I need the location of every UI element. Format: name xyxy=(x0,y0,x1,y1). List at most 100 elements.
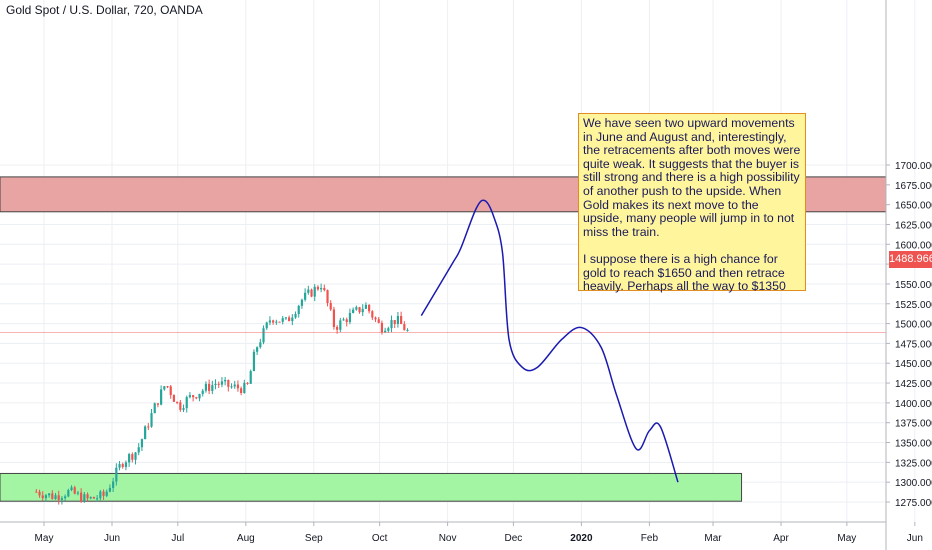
candle-body xyxy=(361,308,364,313)
candle-body xyxy=(38,491,41,496)
candle-body xyxy=(163,386,166,390)
candle-body xyxy=(89,497,92,499)
candle-body xyxy=(80,492,83,502)
candle-body xyxy=(176,401,179,403)
candle-body xyxy=(352,309,355,313)
candle-body xyxy=(403,324,406,331)
last-price-label: 1488.966 xyxy=(889,251,932,268)
candle-body xyxy=(60,498,64,500)
candle-body xyxy=(240,388,243,393)
candle-body xyxy=(153,403,156,414)
candle-body xyxy=(406,329,409,331)
candle-body xyxy=(118,464,121,468)
candle-body xyxy=(288,317,291,322)
price-tick-label: 1475.000 xyxy=(895,339,932,350)
projection-drawing[interactable] xyxy=(420,199,679,483)
candle-body xyxy=(256,347,259,352)
text-note[interactable]: We have seen two upward movements in Jun… xyxy=(578,113,806,293)
candle-body xyxy=(217,383,220,385)
candle-body xyxy=(358,307,361,313)
candle-body xyxy=(236,384,240,389)
time-tick-label: May xyxy=(837,533,856,544)
candle-body xyxy=(390,320,393,329)
time-tick-label: Oct xyxy=(372,533,388,544)
candle-body xyxy=(230,386,233,388)
price-tick-label: 1525.000 xyxy=(895,300,932,311)
candle-body xyxy=(41,495,44,499)
candle-body xyxy=(377,319,380,323)
price-tick-label: 1625.000 xyxy=(895,220,932,231)
candle-body xyxy=(115,467,118,482)
candle-body xyxy=(124,462,128,467)
candle-body xyxy=(112,481,115,488)
candle-body xyxy=(102,491,105,496)
candle-body xyxy=(54,495,57,499)
candle-body xyxy=(348,312,352,323)
candle-body xyxy=(307,289,310,293)
candle-body xyxy=(384,330,387,333)
candle-body xyxy=(339,320,342,330)
time-tick-label: Aug xyxy=(237,533,255,544)
candle-body xyxy=(35,491,38,493)
chart-title: Gold Spot / U.S. Dollar, 720, OANDA xyxy=(6,3,203,17)
candle-body xyxy=(243,382,246,393)
price-axis[interactable]: 1700.000 1675.000 1650.000 1625.000 1600.000… xyxy=(885,0,932,550)
candle-body xyxy=(70,487,73,491)
candle-body xyxy=(147,426,150,428)
candle-body xyxy=(160,389,163,405)
candle-body xyxy=(396,316,400,325)
candle-body xyxy=(313,286,316,297)
candle-body xyxy=(179,402,182,410)
time-tick-label: Jun xyxy=(907,533,923,544)
candle-body xyxy=(64,496,67,499)
candle-body xyxy=(201,390,204,394)
price-tick-label: 1675.000 xyxy=(895,181,932,192)
time-tick-label: Jun xyxy=(104,533,120,544)
candle-body xyxy=(272,320,275,323)
candle-body xyxy=(144,426,147,440)
time-tick-label: Mar xyxy=(704,533,722,544)
support-zone xyxy=(0,472,743,502)
candle-body xyxy=(227,379,230,387)
candle-body xyxy=(105,491,108,496)
candle-body xyxy=(326,290,329,304)
candle-body xyxy=(198,393,201,399)
time-axis[interactable]: May Jun Jul Aug Sep Oct Nov Dec 2020 Feb Mar Apr May… xyxy=(0,521,923,544)
candle-body xyxy=(99,491,102,499)
candle-body xyxy=(137,447,140,453)
candle-body xyxy=(220,381,224,385)
candle-body xyxy=(294,314,297,318)
candle-body xyxy=(371,311,374,318)
candle-body xyxy=(400,316,403,325)
candle-body xyxy=(393,320,396,325)
candle-body xyxy=(380,322,384,333)
candle-body xyxy=(265,322,268,329)
time-tick-label: 2020 xyxy=(570,533,593,544)
price-tick-label: 1450.000 xyxy=(895,359,932,370)
candle-body xyxy=(188,395,192,398)
candle-body xyxy=(345,319,348,323)
candle-body xyxy=(128,454,131,463)
candle-body xyxy=(134,452,137,460)
candle-body xyxy=(316,286,320,290)
candles xyxy=(35,283,409,505)
candle-body xyxy=(73,487,76,494)
candle-body xyxy=(140,439,144,448)
time-tick-label: May xyxy=(35,533,54,544)
candle-body xyxy=(329,303,332,310)
price-tick-label: 1500.000 xyxy=(895,320,932,331)
candle-body xyxy=(156,403,160,405)
candle-body xyxy=(48,493,51,496)
time-tick-label: Feb xyxy=(641,533,659,544)
candle-body xyxy=(281,318,284,322)
price-tick-label: 1300.000 xyxy=(895,478,932,489)
candle-body xyxy=(166,386,169,388)
candle-body xyxy=(51,493,54,499)
candle-body xyxy=(76,492,80,494)
time-tick-label: Sep xyxy=(305,533,323,544)
candle-body xyxy=(268,320,272,323)
candle-body xyxy=(387,328,390,331)
candle-body xyxy=(92,497,96,499)
candle-body xyxy=(131,454,134,460)
